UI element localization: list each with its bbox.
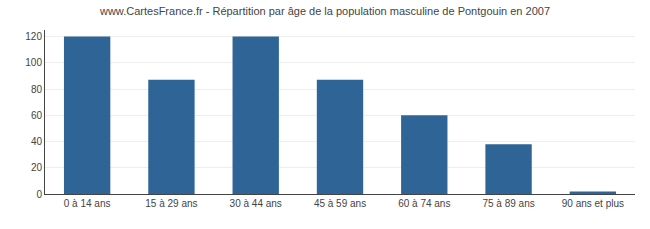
svg-text:75 à 89 ans: 75 à 89 ans xyxy=(482,198,534,209)
svg-text:15 à 29 ans: 15 à 29 ans xyxy=(145,198,197,209)
svg-text:80: 80 xyxy=(31,84,43,95)
svg-text:30 à 44 ans: 30 à 44 ans xyxy=(230,198,282,209)
svg-text:www.CartesFrance.fr - Répartit: www.CartesFrance.fr - Répartition par âg… xyxy=(99,5,550,17)
svg-text:20: 20 xyxy=(31,162,43,173)
svg-text:100: 100 xyxy=(25,57,42,68)
svg-text:90 ans et plus: 90 ans et plus xyxy=(562,198,624,209)
svg-text:0: 0 xyxy=(36,189,42,200)
svg-text:40: 40 xyxy=(31,136,43,147)
svg-text:45 à 59 ans: 45 à 59 ans xyxy=(314,198,366,209)
svg-text:120: 120 xyxy=(25,31,42,42)
svg-text:60 à 74 ans: 60 à 74 ans xyxy=(398,198,450,209)
svg-text:0 à 14 ans: 0 à 14 ans xyxy=(64,198,111,209)
svg-text:60: 60 xyxy=(31,110,43,121)
